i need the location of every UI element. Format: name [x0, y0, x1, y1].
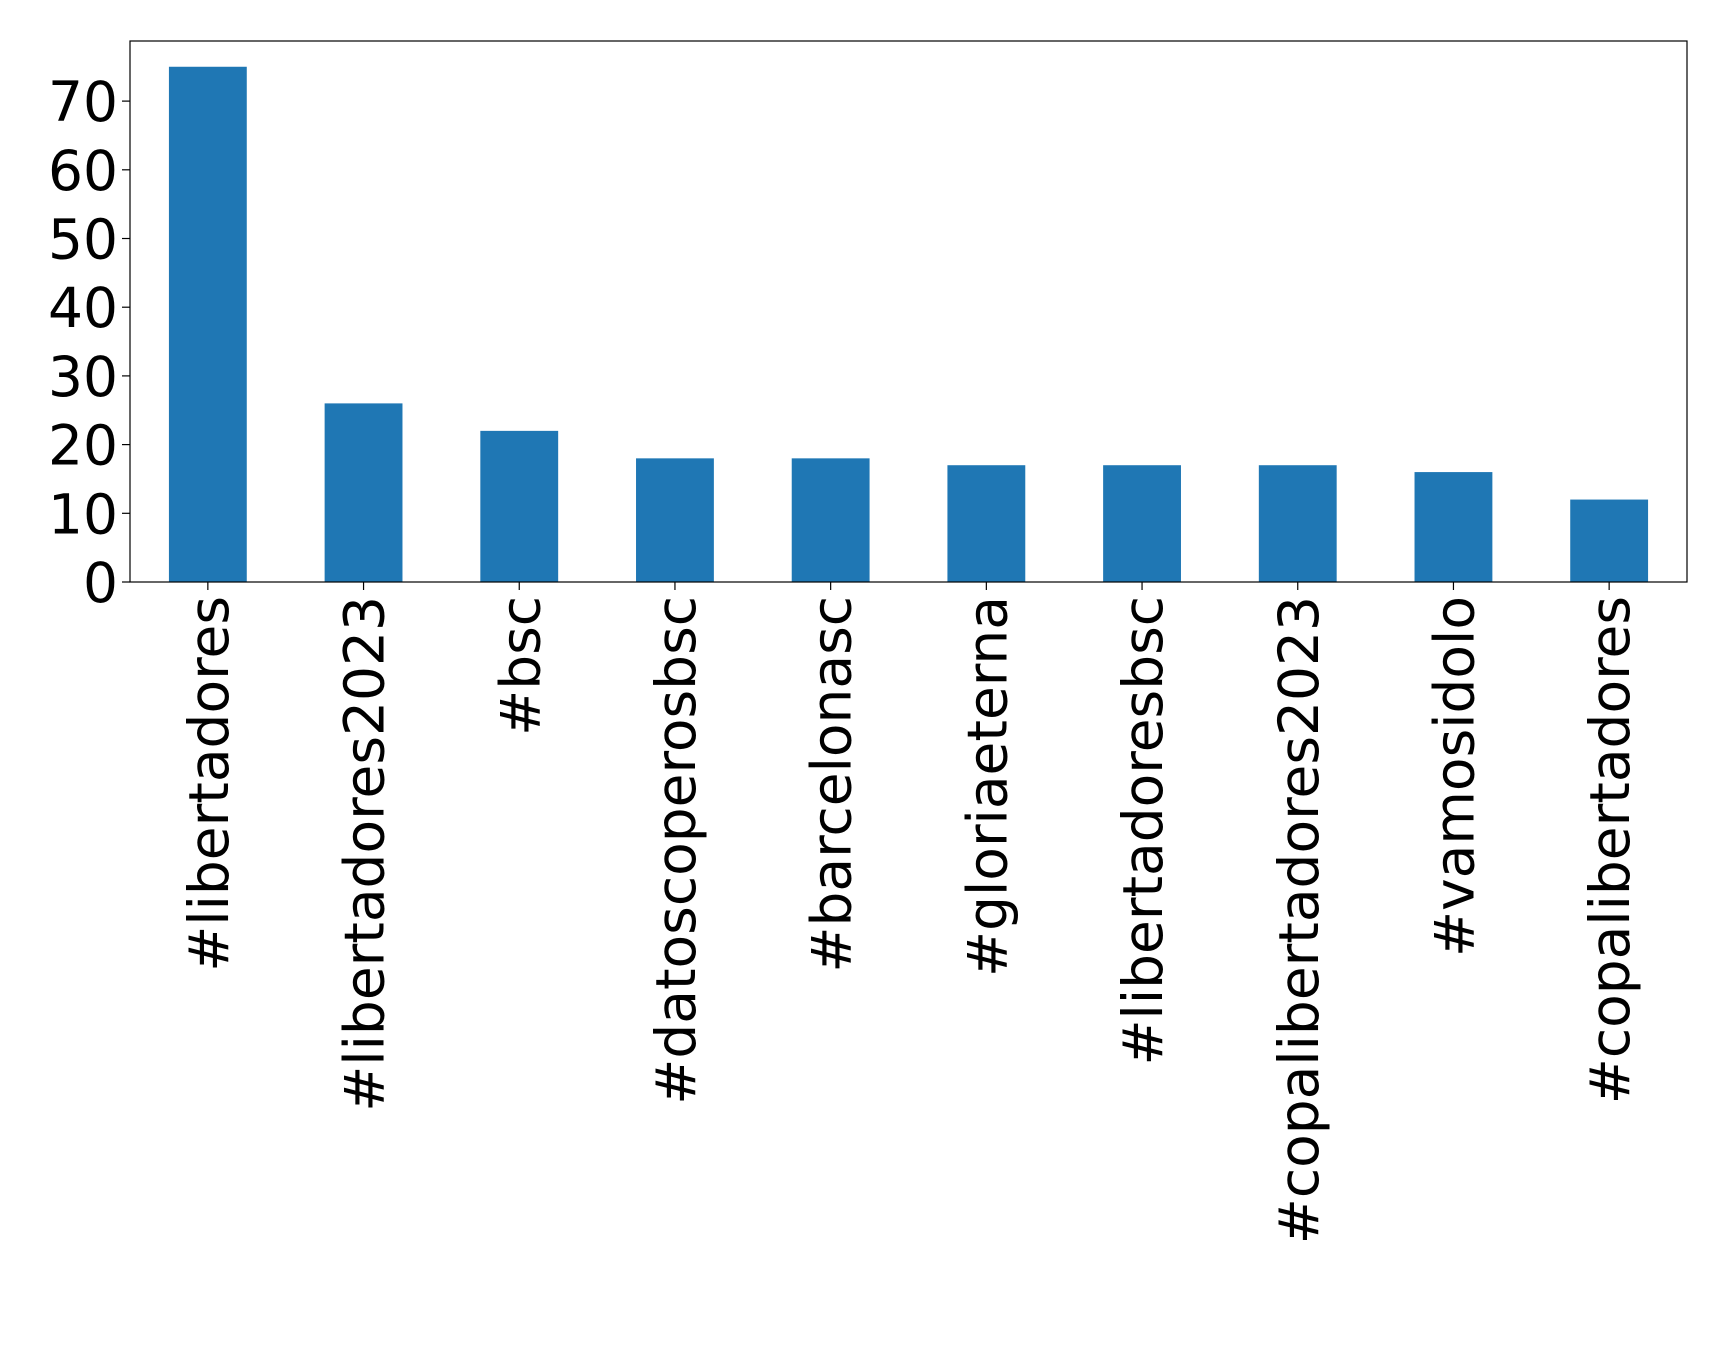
bar — [168, 66, 247, 582]
x-tick-label: #gloriaeterna — [955, 596, 1019, 977]
x-tick-label: #copalibertadores — [1578, 596, 1642, 1104]
bar — [947, 465, 1026, 582]
x-tick-label: #bsc — [488, 596, 552, 736]
x-tick-label: #datoscoperosbsc — [644, 596, 708, 1105]
bar — [1103, 465, 1181, 582]
x-tick-label: #libertadoresbsc — [1111, 596, 1175, 1066]
x-tick-label: #libertadores — [177, 596, 241, 972]
y-tick-label: 10 — [48, 482, 118, 546]
y-tick-label: 20 — [48, 414, 118, 478]
y-tick-label: 30 — [48, 345, 118, 409]
plot-frame — [129, 40, 1688, 583]
x-tick-label: #libertadores2023 — [333, 596, 397, 1112]
bar — [1414, 472, 1493, 582]
bar — [1258, 465, 1337, 582]
x-tick-label: #copalibertadores2023 — [1267, 596, 1331, 1244]
bar — [791, 458, 870, 582]
bar — [480, 430, 559, 582]
x-tick-label: #vamosidolo — [1422, 596, 1486, 957]
x-tick-label: #barcelonasc — [800, 596, 864, 973]
y-tick-label: 60 — [48, 139, 118, 203]
y-tick-label: 40 — [48, 276, 118, 340]
bar — [636, 458, 714, 582]
bar — [324, 403, 403, 582]
y-tick-label: 0 — [83, 551, 118, 615]
y-tick-label: 70 — [48, 70, 118, 134]
y-tick-label: 50 — [48, 208, 118, 272]
bar — [1570, 499, 1649, 582]
